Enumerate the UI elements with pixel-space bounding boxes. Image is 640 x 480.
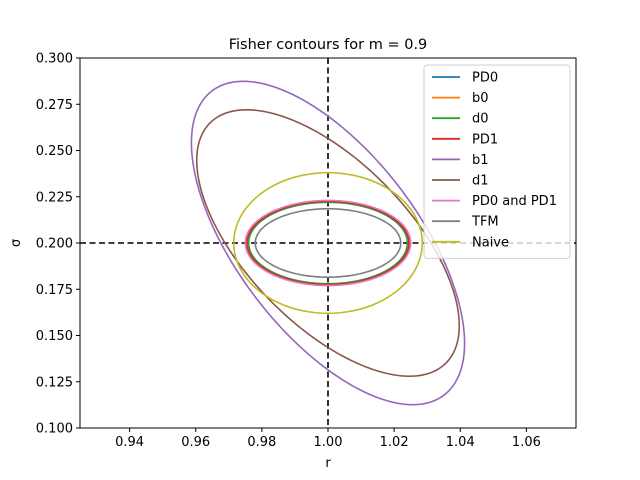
y-tick-label: 0.175 [36, 283, 73, 298]
chart-title: Fisher contours for m = 0.9 [229, 37, 428, 53]
y-tick-label: 0.100 [36, 422, 73, 437]
legend-label-naive: Naive [472, 235, 509, 250]
legend-label-d1: d1 [472, 174, 489, 189]
y-tick-label: 0.150 [36, 329, 73, 344]
y-tick-label: 0.275 [36, 98, 73, 113]
series-contour-naive [232, 171, 424, 315]
y-tick-label: 0.125 [36, 375, 73, 390]
series-contour-tfm [254, 207, 402, 279]
legend: PD0 b0 d0 PD1 b1 d1 PD0 and PD1 TFM Naive [423, 64, 571, 259]
x-axis-label: r [325, 456, 331, 471]
x-tick-label: 0.98 [247, 435, 276, 450]
y-tick-label: 0.225 [36, 190, 73, 205]
series-contour-d1 [195, 109, 461, 377]
legend-label-pd0-and-pd1: PD0 and PD1 [472, 194, 557, 209]
legend-label-pd1: PD1 [472, 132, 498, 147]
y-tick-label: 0.250 [36, 144, 73, 159]
x-tick-label: 0.94 [115, 435, 144, 450]
series-contour-pd0-and-pd1 [244, 199, 412, 287]
series-contour-b1 [190, 80, 466, 406]
series-contour-d0 [247, 201, 409, 285]
y-axis: 0.100 0.125 0.150 0.175 0.200 0.225 0.250 0.275… [36, 52, 80, 437]
series-layer [190, 80, 466, 406]
series-contour-pd1 [246, 200, 410, 286]
x-tick-label: 1.04 [446, 435, 475, 450]
x-tick-label: 1.06 [512, 435, 541, 450]
legend-label-d0: d0 [472, 112, 489, 127]
legend-label-tfm: TFM [471, 215, 499, 230]
legend-label-b1: b1 [472, 153, 489, 168]
legend-label-pd0: PD0 [472, 71, 498, 86]
x-tick-label: 0.96 [181, 435, 210, 450]
x-tick-label: 1.02 [380, 435, 409, 450]
legend-frame [423, 64, 571, 259]
y-axis-label: σ [9, 239, 24, 247]
y-tick-label: 0.300 [36, 52, 73, 67]
legend-label-b0: b0 [472, 91, 489, 106]
x-axis: 0.94 0.96 0.98 1.00 1.02 1.04 1.06 [115, 428, 541, 450]
y-tick-label: 0.200 [36, 237, 73, 252]
x-tick-label: 1.00 [314, 435, 343, 450]
